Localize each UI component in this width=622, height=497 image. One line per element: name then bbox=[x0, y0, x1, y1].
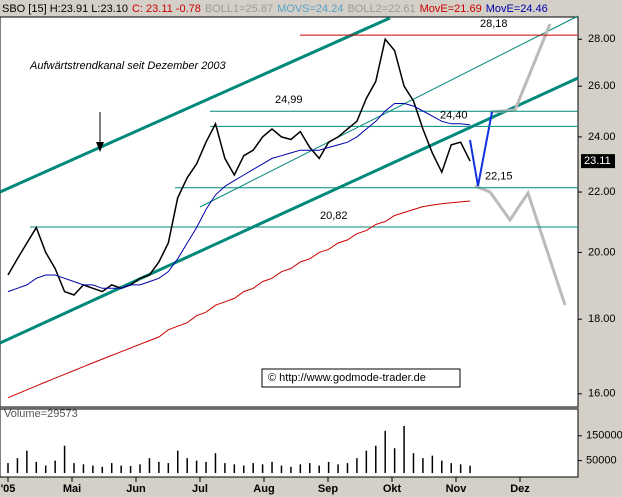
level-label: 22,15 bbox=[485, 171, 513, 183]
copyright-box bbox=[261, 368, 461, 388]
annotation-arrow-head bbox=[96, 142, 104, 152]
x-tick-label: '05 bbox=[1, 483, 16, 495]
x-tick-label: Dez bbox=[510, 483, 530, 495]
projection-arrow bbox=[469, 111, 493, 187]
header-item: BOLL2=22.61 bbox=[347, 3, 415, 15]
projection bbox=[474, 184, 567, 306]
volume-tick-label: 150000 bbox=[586, 430, 622, 442]
volume-panel bbox=[0, 408, 579, 478]
y-tick-label: 26.00 bbox=[588, 80, 616, 92]
x-tick-label: Mai bbox=[63, 483, 81, 495]
y-tick-label: 22.00 bbox=[588, 186, 616, 198]
header: SBO [15] H:23.91 L:23.10 C: 23.11 -0.78 BO… bbox=[2, 3, 548, 15]
price-line bbox=[7, 200, 471, 399]
x-tick-label: Sep bbox=[318, 483, 338, 495]
y-tick-label: 16.00 bbox=[588, 388, 616, 400]
y-tick-label: 20.00 bbox=[588, 246, 616, 258]
level-label: 24,99 bbox=[275, 94, 303, 106]
last-price-box bbox=[581, 154, 615, 169]
header-item: SBO [15] H:23.91 L:23.10 bbox=[2, 3, 128, 15]
header-item: MovE=21.69 bbox=[420, 3, 482, 15]
trend-channel bbox=[0, 16, 579, 345]
volume-label: Volume=29573 bbox=[4, 408, 78, 420]
copyright: © http://www.godmode-trader.de bbox=[268, 372, 426, 384]
y-tick-label: 18.00 bbox=[588, 313, 616, 325]
x-tick-label: Aug bbox=[253, 483, 274, 495]
level-label: 24,40 bbox=[440, 109, 468, 121]
price-line bbox=[7, 37, 471, 296]
y-tick-label: 28.00 bbox=[588, 33, 616, 45]
header-item: BOLL1=25.87 bbox=[205, 3, 273, 15]
header-item: C: 23.11 -0.78 bbox=[132, 3, 201, 15]
level-label: 28,18 bbox=[480, 18, 508, 30]
last-price: 23.11 bbox=[584, 155, 611, 167]
header-item: MovE=24.46 bbox=[486, 3, 548, 15]
level-label: 20,82 bbox=[320, 210, 348, 222]
x-tick-label: Jun bbox=[126, 483, 146, 495]
x-tick-label: Okt bbox=[383, 483, 402, 495]
header-item: MOVS=24.24 bbox=[277, 3, 343, 15]
annotation: Aufwärtstrendkanal seit Dezember 2003 bbox=[29, 60, 227, 72]
y-tick-label: 24.00 bbox=[588, 131, 616, 143]
price-line bbox=[7, 103, 471, 293]
x-tick-label: Jul bbox=[192, 483, 208, 495]
volume-tick-label: 50000 bbox=[586, 455, 617, 467]
x-tick-label: Nov bbox=[446, 483, 468, 495]
